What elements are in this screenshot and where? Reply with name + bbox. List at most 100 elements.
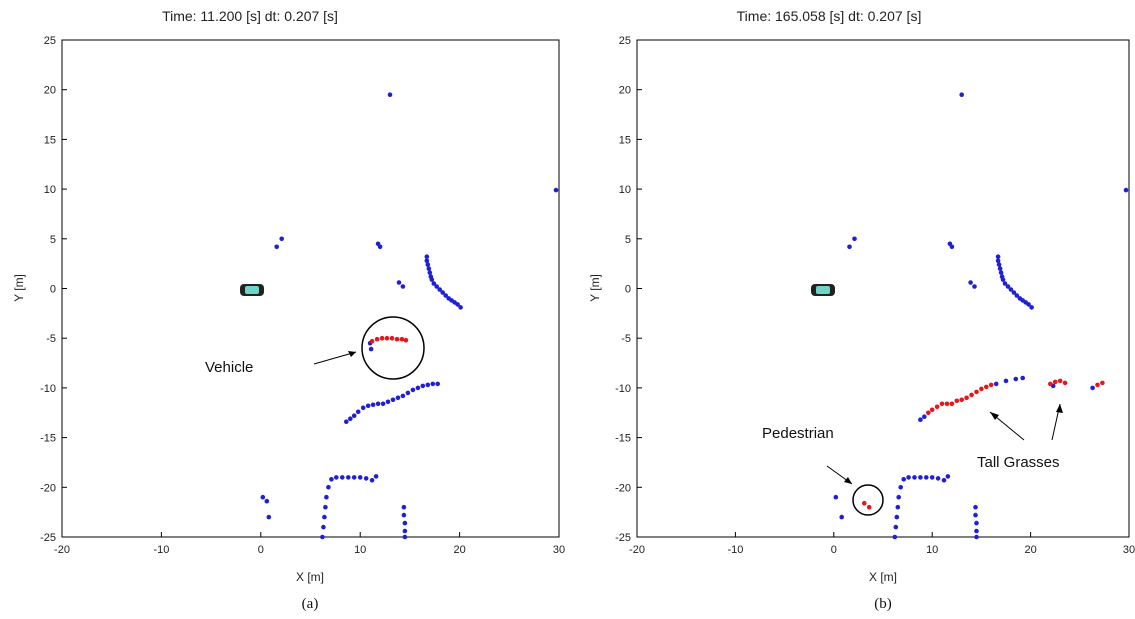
red-lidar-point	[959, 397, 964, 403]
blue-lidar-point	[972, 284, 977, 289]
blue-lidar-point	[995, 258, 1001, 264]
blue-lidar-point	[395, 395, 401, 401]
blue-lidar-point	[1011, 290, 1017, 295]
y-axis-label-b: Y [m]	[588, 274, 602, 302]
y-tick-label: 20	[44, 85, 56, 97]
blue-lidar-point	[360, 405, 366, 411]
pedestrian-arrow-head	[844, 477, 852, 484]
blue-lidar-point	[901, 477, 906, 482]
blue-lidar-point	[996, 262, 1002, 267]
blue-lidar-point	[1123, 187, 1129, 193]
blue-lidar-point	[998, 270, 1004, 275]
red-lidar-point	[1062, 380, 1068, 386]
blue-lidar-point	[435, 381, 441, 387]
scatter-points-b	[833, 92, 1129, 540]
plot-panel-a: Time: 11.200 [s] dt: 0.207 [s] -20 -10 0 10…	[12, 8, 565, 612]
y-tick-label: -15	[615, 433, 631, 445]
y-tick-label: -20	[40, 482, 56, 494]
blue-lidar-point	[348, 416, 353, 422]
blue-lidar-point	[405, 390, 411, 396]
y-ticks-b: 25 20 15 10 5 0 -5 -10 -15 -20 -25	[615, 35, 642, 544]
blue-lidar-point	[323, 504, 328, 510]
blue-lidar-point	[974, 528, 979, 534]
blue-lidar-point	[922, 414, 927, 420]
blue-lidar-point	[401, 512, 407, 518]
blue-lidar-point	[912, 475, 917, 480]
blue-lidar-point	[279, 236, 285, 242]
red-lidar-point	[934, 404, 940, 410]
y-tick-label: -25	[615, 532, 631, 544]
red-lidar-point	[374, 336, 380, 342]
vehicle-highlight-circle	[361, 316, 425, 380]
vehicle-arrow-head	[348, 351, 356, 357]
red-lidar-point	[389, 335, 395, 341]
red-lidar-point	[964, 395, 969, 401]
red-lidar-point	[944, 401, 950, 407]
blue-lidar-point	[443, 293, 449, 298]
blue-lidar-point	[434, 284, 440, 289]
blue-lidar-point	[427, 270, 433, 275]
y-tick-label: 0	[50, 284, 56, 296]
blue-lidar-point	[1014, 293, 1020, 298]
y-tick-label: 25	[44, 35, 56, 47]
blue-lidar-point	[1003, 378, 1009, 384]
blue-lidar-point	[424, 258, 430, 264]
blue-lidar-point	[402, 534, 408, 540]
x-tick-label: -20	[629, 544, 645, 556]
red-lidar-point	[1052, 379, 1058, 385]
red-lidar-point	[1095, 382, 1100, 388]
grass-arrow-head-2	[1056, 404, 1063, 413]
blue-lidar-point	[852, 236, 857, 242]
blue-lidar-point	[400, 284, 406, 289]
blue-lidar-point	[334, 475, 339, 480]
y-tick-label: 20	[619, 85, 631, 97]
red-lidar-point	[379, 335, 385, 341]
y-tick-label: 10	[44, 184, 56, 196]
x-tick-label: 20	[453, 544, 465, 556]
blue-lidar-point	[458, 305, 463, 310]
blue-lidar-point	[426, 266, 432, 271]
blue-lidar-point	[380, 401, 386, 407]
blue-lidar-point	[370, 402, 376, 408]
blue-lidar-point	[425, 262, 431, 267]
x-axis-label-a: X [m]	[296, 570, 324, 584]
red-lidar-point	[979, 386, 984, 392]
blue-lidar-point	[941, 478, 947, 483]
pedestrian-highlight-circle	[852, 484, 884, 516]
blue-lidar-point	[1000, 277, 1006, 282]
blue-lidar-point	[1008, 287, 1014, 292]
blue-lidar-point	[340, 475, 345, 480]
blue-lidar-point	[326, 485, 331, 490]
blue-lidar-point	[264, 498, 270, 504]
red-lidar-point	[384, 335, 390, 341]
red-lidar-point	[988, 382, 994, 388]
blue-lidar-point	[424, 254, 430, 259]
tall-grasses-label: Tall Grasses	[977, 454, 1060, 471]
blue-lidar-point	[553, 187, 559, 193]
blue-lidar-point	[369, 478, 375, 483]
grass-arrow-head-1	[990, 412, 999, 420]
blue-lidar-point	[1002, 281, 1008, 286]
blue-lidar-point	[1026, 302, 1031, 307]
y-tick-label: 5	[50, 234, 56, 246]
red-lidar-point	[862, 500, 867, 506]
blue-lidar-point	[973, 504, 978, 510]
blue-lidar-point	[329, 477, 334, 482]
caption-b: (b)	[874, 596, 892, 612]
blue-lidar-point	[385, 399, 391, 405]
red-lidar-point	[939, 401, 945, 407]
red-lidar-point	[984, 384, 989, 390]
red-lidar-point	[954, 398, 960, 404]
blue-lidar-point	[324, 494, 329, 500]
y-tick-label: -5	[46, 333, 56, 345]
y-tick-label: 0	[625, 284, 631, 296]
blue-lidar-point	[425, 382, 431, 388]
blue-lidar-point	[945, 474, 951, 479]
blue-lidar-point	[437, 287, 443, 292]
red-lidar-point	[394, 336, 400, 342]
red-lidar-point	[866, 504, 872, 510]
x-tick-label: 30	[553, 544, 565, 556]
blue-lidar-point	[375, 401, 381, 407]
blue-lidar-point	[906, 475, 911, 480]
blue-lidar-point	[400, 393, 406, 399]
